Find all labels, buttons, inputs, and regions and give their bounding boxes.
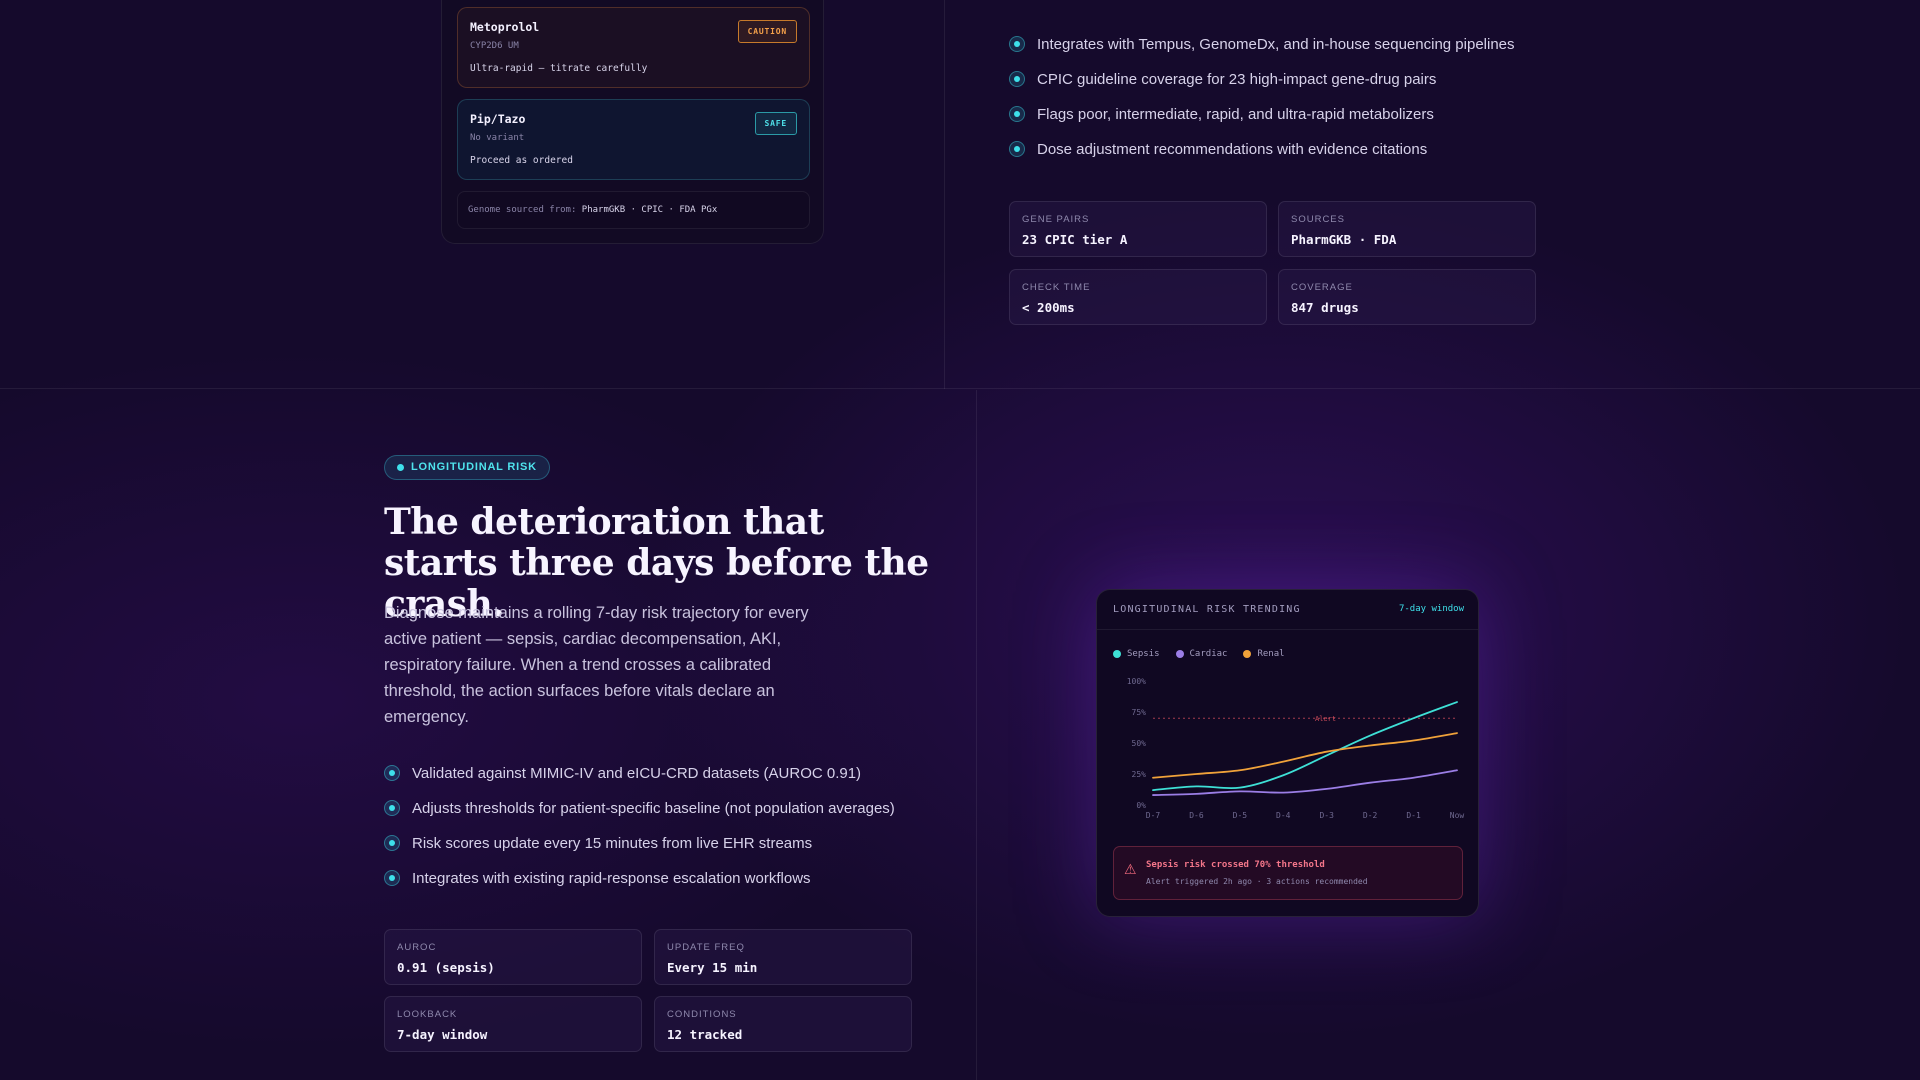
feature-list: Integrates with Tempus, GenomeDx, and in… (1009, 35, 1515, 175)
legend-renal[interactable]: Renal (1243, 649, 1285, 659)
x-tick-label: D-1 (1406, 811, 1421, 820)
drug-check-panel: Metoprolol CYP2D6 UM Ultra-rapid — titra… (441, 0, 824, 244)
section-description: Diagnose maintains a rolling 7-day risk … (384, 604, 809, 726)
warning-icon: ⚠ (1124, 861, 1137, 877)
legend-dot-icon (1243, 650, 1252, 658)
risk-trend-panel: LONGITUDINAL RISK TRENDING 7-day window … (1096, 589, 1479, 917)
sepsis-alert[interactable]: ⚠ Sepsis risk crossed 70% threshold Aler… (1113, 846, 1463, 900)
x-tick-label: D-3 (1319, 811, 1334, 820)
list-item: Adjusts thresholds for patient-specific … (384, 799, 895, 818)
stat-update-freq: UPDATE FREQ Every 15 min (654, 929, 912, 985)
drug-name: Pip/Tazo (470, 112, 526, 126)
legend-dot-icon (1113, 650, 1121, 658)
feature-list: Validated against MIMIC-IV and eICU-CRD … (384, 764, 895, 904)
list-item: Risk scores update every 15 minutes from… (384, 834, 895, 853)
drug-gene: No variant (470, 133, 525, 143)
legend-sepsis[interactable]: Sepsis (1113, 649, 1160, 659)
stat-conditions: CONDITIONS 12 tracked (654, 996, 912, 1052)
check-dot-icon (384, 870, 400, 886)
section-tag: LONGITUDINAL RISK (384, 455, 550, 480)
y-tick-label: 100% (1127, 677, 1146, 686)
drug-card-pip-tazo[interactable]: Pip/Tazo No variant Proceed as ordered S… (457, 99, 810, 180)
window-label[interactable]: 7-day window (1398, 604, 1464, 614)
check-dot-icon (384, 800, 400, 816)
legend-dot-icon (1175, 650, 1184, 658)
genome-source: Genome sourced from: PharmGKB · CPIC · F… (457, 191, 810, 229)
stat-check-time: CHECK TIME < 200ms (1009, 269, 1267, 325)
list-item: Integrates with Tempus, GenomeDx, and in… (1009, 35, 1515, 54)
threshold-label: Alert (1315, 715, 1336, 723)
chart-title: LONGITUDINAL RISK TRENDING (1113, 604, 1301, 615)
list-item: Integrates with existing rapid-response … (384, 869, 895, 888)
section-headline: The deterioration that starts three days… (384, 501, 929, 625)
list-item: Flags poor, intermediate, rapid, and ult… (1009, 105, 1515, 124)
list-item: Validated against MIMIC-IV and eICU-CRD … (384, 764, 895, 783)
x-tick-label: Now (1450, 811, 1465, 820)
drug-gene: CYP2D6 UM (470, 41, 519, 51)
genome-source-value: PharmGKB · CPIC · FDA PGx (581, 205, 718, 215)
y-tick-label: 75% (1132, 708, 1147, 717)
safe-badge: SAFE (754, 112, 797, 135)
list-item: CPIC guideline coverage for 23 high-impa… (1009, 70, 1515, 89)
check-dot-icon (1009, 36, 1025, 52)
chart-header: LONGITUDINAL RISK TRENDING 7-day window (1097, 590, 1478, 630)
check-dot-icon (1009, 71, 1025, 87)
y-tick-label: 25% (1132, 770, 1147, 779)
drug-note: Ultra-rapid — titrate carefully (470, 63, 648, 74)
tag-dot-icon (397, 464, 404, 471)
alert-title: Sepsis risk crossed 70% threshold (1146, 860, 1325, 870)
drug-note: Proceed as ordered (470, 155, 573, 166)
chart-legend: Sepsis Cardiac Renal (1113, 649, 1285, 659)
alert-subtitle: Alert triggered 2h ago · 3 actions recom… (1146, 877, 1368, 886)
drug-name: Metoprolol (470, 20, 540, 34)
series-line-cardiac (1152, 769, 1458, 796)
x-tick-label: D-5 (1233, 811, 1248, 820)
caution-badge: CAUTION (737, 20, 797, 43)
check-dot-icon (384, 835, 400, 851)
stat-coverage: COVERAGE 847 drugs (1278, 269, 1536, 325)
list-item: Dose adjustment recommendations with evi… (1009, 140, 1515, 159)
check-dot-icon (1009, 141, 1025, 157)
stat-lookback: LOOKBACK 7-day window (384, 996, 642, 1052)
check-dot-icon (1009, 106, 1025, 122)
series-line-sepsis (1152, 701, 1458, 792)
y-tick-label: 50% (1132, 739, 1147, 748)
risk-line-chart: 0% 25% 50% 75% 100% D-7 D-6 D-5 D-4 D-3 D-2 D-1 Now A… (1127, 677, 1465, 820)
column-divider (944, 0, 945, 389)
stat-auroc: AUROC 0.91 (sepsis) (384, 929, 642, 985)
stat-gene-pairs: GENE PAIRS 23 CPIC tier A (1009, 201, 1267, 257)
column-divider (976, 390, 977, 1080)
drug-card-metoprolol[interactable]: Metoprolol CYP2D6 UM Ultra-rapid — titra… (457, 7, 810, 88)
x-tick-label: D-7 (1146, 811, 1161, 820)
x-tick-label: D-6 (1189, 811, 1204, 820)
y-tick-label: 0% (1136, 801, 1146, 810)
legend-cardiac[interactable]: Cardiac (1175, 649, 1227, 659)
check-dot-icon (384, 765, 400, 781)
x-tick-label: D-2 (1363, 811, 1378, 820)
pharmacogenomics-section: Metoprolol CYP2D6 UM Ultra-rapid — titra… (0, 0, 1920, 389)
genome-source-label: Genome sourced from: (468, 205, 577, 215)
x-tick-label: D-4 (1276, 811, 1291, 820)
stat-sources: SOURCES PharmGKB · FDA (1278, 201, 1536, 257)
section-tag-label: LONGITUDINAL RISK (411, 461, 537, 473)
series-line-renal (1152, 732, 1458, 779)
